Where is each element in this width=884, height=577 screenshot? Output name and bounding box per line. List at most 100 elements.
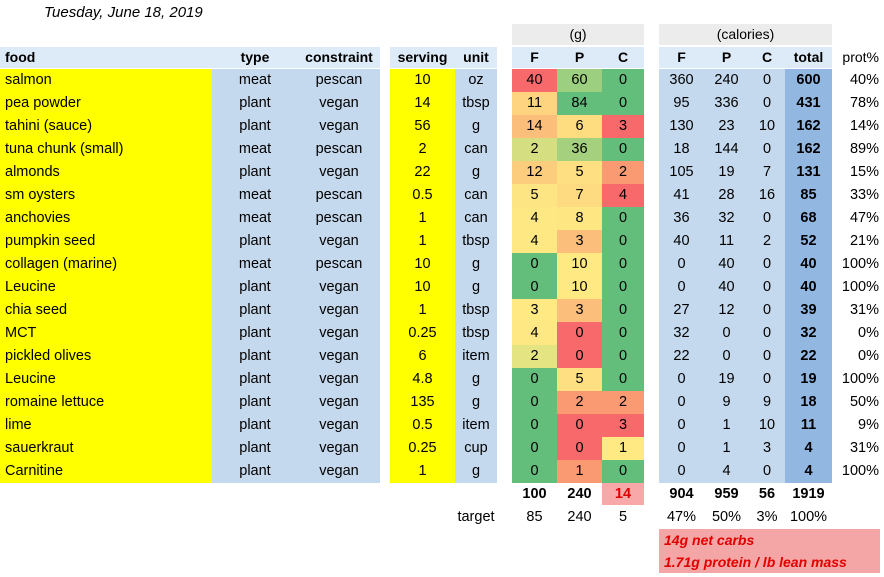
total-cal-protein[interactable]: 959 xyxy=(714,486,739,502)
cell-type[interactable]: plant xyxy=(212,391,298,414)
cell-food[interactable]: lime xyxy=(0,414,212,437)
cell-cal-fat[interactable]: 105 xyxy=(659,161,704,184)
cell-total[interactable]: 162 xyxy=(785,115,832,138)
cell-unit[interactable]: can xyxy=(455,207,497,230)
cell-protein-percent[interactable]: 50% xyxy=(849,394,879,410)
target-grams-fat[interactable]: 85 xyxy=(526,509,543,525)
cell-type[interactable]: meat xyxy=(212,207,298,230)
cell-cal-carb[interactable]: 3 xyxy=(749,437,785,460)
cell-constraint[interactable]: vegan xyxy=(298,414,380,437)
cell-unit[interactable]: g xyxy=(455,161,497,184)
cell-grams-fat[interactable]: 5 xyxy=(512,184,557,207)
cell-cal-protein[interactable]: 12 xyxy=(704,299,749,322)
cell-grams-protein[interactable]: 36 xyxy=(557,138,602,161)
cell-total[interactable]: 68 xyxy=(785,207,832,230)
cell-protein-percent[interactable]: 9% xyxy=(858,417,879,433)
cell-food[interactable]: Carnitine xyxy=(0,460,212,483)
cell-grams-protein[interactable]: 0 xyxy=(557,345,602,368)
cell-food[interactable]: Leucine xyxy=(0,368,212,391)
cell-type[interactable]: meat xyxy=(212,253,298,276)
cell-type[interactable]: plant xyxy=(212,345,298,368)
cell-grams-protein[interactable]: 0 xyxy=(557,437,602,460)
cell-total[interactable]: 11 xyxy=(785,414,832,437)
cell-grams-fat[interactable]: 3 xyxy=(512,299,557,322)
header-grams-protein[interactable]: P xyxy=(557,47,602,68)
header-cal-protein[interactable]: P xyxy=(704,47,749,68)
cell-type[interactable]: meat xyxy=(212,138,298,161)
cell-grams-protein[interactable]: 7 xyxy=(557,184,602,207)
cell-serving[interactable]: 0.25 xyxy=(390,322,455,345)
cell-total[interactable]: 131 xyxy=(785,161,832,184)
cell-grams-fat[interactable]: 12 xyxy=(512,161,557,184)
cell-cal-fat[interactable]: 0 xyxy=(659,391,704,414)
cell-unit[interactable]: item xyxy=(455,414,497,437)
cell-food[interactable]: chia seed xyxy=(0,299,212,322)
cell-cal-fat[interactable]: 41 xyxy=(659,184,704,207)
cell-unit[interactable]: can xyxy=(455,184,497,207)
cell-protein-percent[interactable]: 33% xyxy=(849,187,879,203)
cell-grams-protein[interactable]: 6 xyxy=(557,115,602,138)
total-grams-carb[interactable]: 14 xyxy=(602,483,644,505)
cell-grams-carb[interactable]: 2 xyxy=(602,391,644,414)
header-type[interactable]: type xyxy=(212,47,298,68)
total-grams-protein[interactable]: 240 xyxy=(567,486,592,502)
cell-grams-protein[interactable]: 5 xyxy=(557,368,602,391)
cell-serving[interactable]: 56 xyxy=(390,115,455,138)
header-cal-carb[interactable]: C xyxy=(749,47,785,68)
cell-type[interactable]: meat xyxy=(212,69,298,92)
cell-food[interactable]: MCT xyxy=(0,322,212,345)
cell-cal-protein[interactable]: 19 xyxy=(704,161,749,184)
cell-food[interactable]: tuna chunk (small) xyxy=(0,138,212,161)
cell-cal-carb[interactable]: 0 xyxy=(749,92,785,115)
header-unit[interactable]: unit xyxy=(455,47,497,68)
cell-cal-carb[interactable]: 10 xyxy=(749,414,785,437)
cell-cal-carb[interactable]: 0 xyxy=(749,345,785,368)
cell-grams-fat[interactable]: 40 xyxy=(512,69,557,92)
cell-grams-carb[interactable]: 0 xyxy=(602,368,644,391)
cell-unit[interactable]: g xyxy=(455,253,497,276)
cell-protein-percent[interactable]: 14% xyxy=(849,118,879,134)
cell-unit[interactable]: cup xyxy=(455,437,497,460)
cell-grams-carb[interactable]: 0 xyxy=(602,69,644,92)
header-food[interactable]: food xyxy=(0,47,212,68)
header-serving[interactable]: serving xyxy=(390,47,455,68)
cell-grams-fat[interactable]: 11 xyxy=(512,92,557,115)
cell-protein-percent[interactable]: 0% xyxy=(858,325,879,341)
cell-type[interactable]: plant xyxy=(212,276,298,299)
cell-unit[interactable]: g xyxy=(455,460,497,483)
cell-cal-fat[interactable]: 360 xyxy=(659,69,704,92)
total-grams-fat[interactable]: 100 xyxy=(522,486,547,502)
cell-grams-protein[interactable]: 84 xyxy=(557,92,602,115)
cell-protein-percent[interactable]: 31% xyxy=(849,302,879,318)
total-cal-fat[interactable]: 904 xyxy=(669,486,694,502)
cell-cal-carb[interactable]: 16 xyxy=(749,184,785,207)
cell-type[interactable]: plant xyxy=(212,230,298,253)
cell-cal-carb[interactable]: 10 xyxy=(749,115,785,138)
cell-cal-protein[interactable]: 40 xyxy=(704,253,749,276)
cell-type[interactable]: plant xyxy=(212,460,298,483)
target-pct-total[interactable]: 100% xyxy=(789,509,828,525)
cell-grams-fat[interactable]: 0 xyxy=(512,368,557,391)
cell-grams-fat[interactable]: 2 xyxy=(512,138,557,161)
cell-constraint[interactable]: pescan xyxy=(298,69,380,92)
cell-total[interactable]: 40 xyxy=(785,253,832,276)
cell-grams-carb[interactable]: 1 xyxy=(602,437,644,460)
cell-cal-protein[interactable]: 4 xyxy=(704,460,749,483)
cell-food[interactable]: collagen (marine) xyxy=(0,253,212,276)
cell-cal-protein[interactable]: 32 xyxy=(704,207,749,230)
cell-type[interactable]: plant xyxy=(212,437,298,460)
cell-cal-protein[interactable]: 9 xyxy=(704,391,749,414)
cell-constraint[interactable]: vegan xyxy=(298,345,380,368)
header-grams-carb[interactable]: C xyxy=(602,47,644,68)
cell-protein-percent[interactable]: 100% xyxy=(841,256,879,272)
cell-total[interactable]: 600 xyxy=(785,69,832,92)
cell-total[interactable]: 4 xyxy=(785,437,832,460)
cell-serving[interactable]: 10 xyxy=(390,276,455,299)
cell-serving[interactable]: 1 xyxy=(390,299,455,322)
cell-cal-carb[interactable]: 0 xyxy=(749,253,785,276)
cell-cal-protein[interactable]: 0 xyxy=(704,345,749,368)
cell-food[interactable]: pea powder xyxy=(0,92,212,115)
cell-constraint[interactable]: pescan xyxy=(298,253,380,276)
cell-grams-fat[interactable]: 0 xyxy=(512,276,557,299)
cell-cal-carb[interactable]: 0 xyxy=(749,368,785,391)
